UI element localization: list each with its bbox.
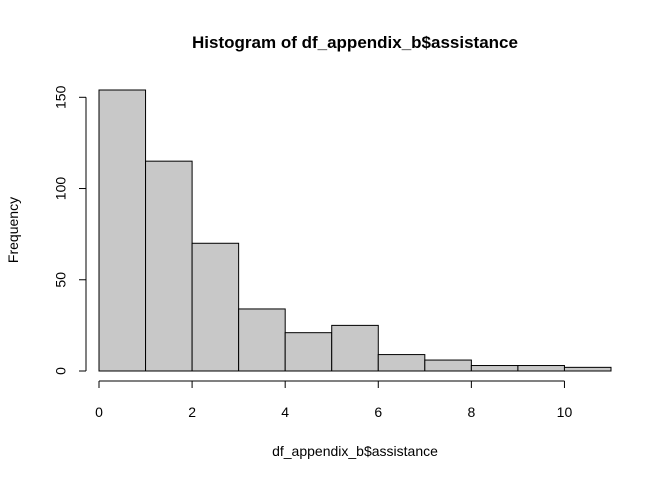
histogram-bar-9 <box>517 365 565 372</box>
x-tick-label-0: 0 <box>95 404 103 420</box>
x-axis-label: df_appendix_b$assistance <box>272 443 438 459</box>
x-tick-label-5: 10 <box>557 404 573 420</box>
histogram-bar-6 <box>377 354 426 372</box>
x-axis: 0 2 4 6 8 10 <box>95 380 573 420</box>
histogram-bars <box>98 89 612 372</box>
histogram-bar-4 <box>284 332 333 372</box>
histogram-bar-10 <box>563 366 612 372</box>
histogram-bar-8 <box>470 365 519 372</box>
histogram-bar-7 <box>424 359 472 372</box>
y-axis: 0 50 100 150 <box>53 85 87 375</box>
histogram-bar-1 <box>145 160 193 372</box>
y-axis-label: Frequency <box>5 197 21 263</box>
histogram-bar-3 <box>238 308 286 372</box>
histogram-bar-5 <box>331 324 379 372</box>
x-tick-label-4: 8 <box>467 404 475 420</box>
y-tick-label-3: 150 <box>53 85 69 109</box>
histogram-bar-2 <box>191 242 240 372</box>
chart-title: Histogram of df_appendix_b$assistance <box>192 33 518 52</box>
y-tick-label-0: 0 <box>53 367 69 375</box>
y-tick-label-2: 100 <box>53 177 69 201</box>
histogram-bar-0 <box>98 89 147 372</box>
x-tick-label-1: 2 <box>188 404 196 420</box>
x-tick-label-3: 6 <box>374 404 382 420</box>
x-tick-label-2: 4 <box>281 404 289 420</box>
y-tick-label-1: 50 <box>53 272 69 288</box>
